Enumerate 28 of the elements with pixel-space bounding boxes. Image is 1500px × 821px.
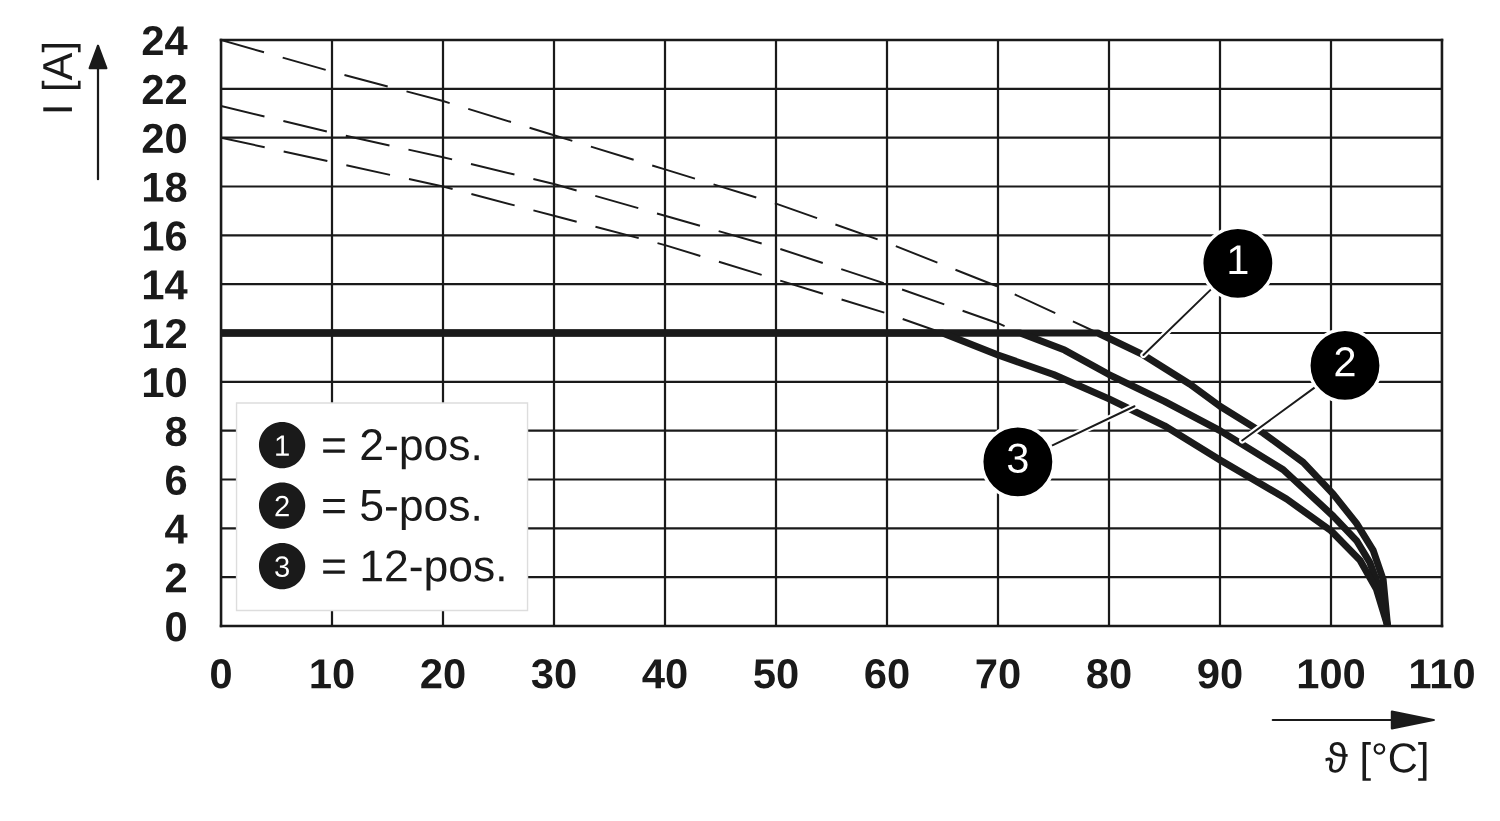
x-tick-label: 40 xyxy=(642,659,687,689)
x-tick-label: 0 xyxy=(211,659,231,689)
y-tick-label: 24 xyxy=(142,26,188,56)
y-tick-label: 8 xyxy=(165,416,187,447)
x-tick-label: 80 xyxy=(1087,659,1131,689)
x-tick-label: 30 xyxy=(531,659,576,689)
x-tick-label: 50 xyxy=(754,659,798,689)
y-tick-label: 14 xyxy=(143,270,188,300)
x-axis-title: ϑ [°C] xyxy=(1325,742,1427,781)
x-tick-label: 70 xyxy=(976,659,1020,689)
x-tick-label: 110 xyxy=(1411,659,1474,689)
x-tick-label: 60 xyxy=(865,659,909,689)
x-tick-label: 10 xyxy=(311,659,354,689)
x-tick-label: 20 xyxy=(421,659,465,689)
y-tick-label: 10 xyxy=(143,367,186,398)
y-tick-label: 2 xyxy=(165,563,186,593)
y-tick-label: 12 xyxy=(143,319,186,349)
y-tick-label: 6 xyxy=(166,465,187,496)
y-tick-label: 20 xyxy=(142,123,186,154)
x-tick-label: 90 xyxy=(1198,659,1242,689)
x-tick-label: 100 xyxy=(1298,659,1365,689)
y-tick-label: 0 xyxy=(166,612,186,642)
y-axis-title: I [A] xyxy=(41,44,81,112)
y-tick-label: 18 xyxy=(143,172,187,203)
y-tick-label: 22 xyxy=(142,74,186,104)
y-tick-label: 16 xyxy=(143,221,187,251)
annotation: 1 xyxy=(1229,245,1248,275)
y-tick-label: 4 xyxy=(165,514,188,544)
